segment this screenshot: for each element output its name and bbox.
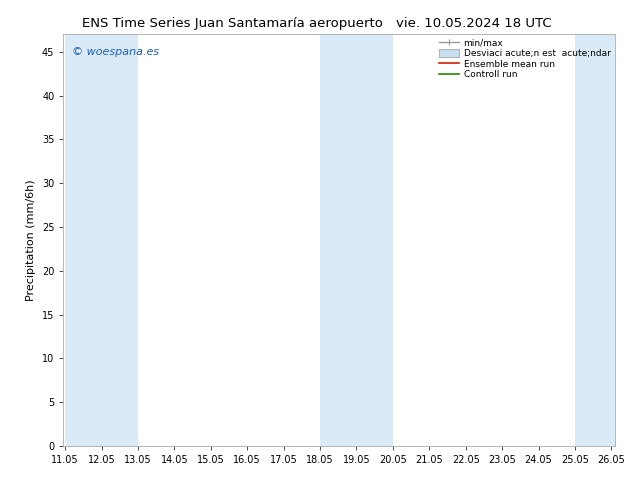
Text: vie. 10.05.2024 18 UTC: vie. 10.05.2024 18 UTC (396, 17, 552, 30)
Bar (575, 34, 615, 446)
Text: © woespana.es: © woespana.es (72, 47, 158, 57)
Text: ENS Time Series Juan Santamaría aeropuerto: ENS Time Series Juan Santamaría aeropuer… (82, 17, 384, 30)
Y-axis label: Precipitation (mm/6h): Precipitation (mm/6h) (27, 179, 36, 301)
Legend: min/max, Desviaci acute;n est  acute;ndar, Ensemble mean run, Controll run: min/max, Desviaci acute;n est acute;ndar… (437, 37, 612, 81)
Bar (320, 34, 393, 446)
Bar (65, 34, 138, 446)
